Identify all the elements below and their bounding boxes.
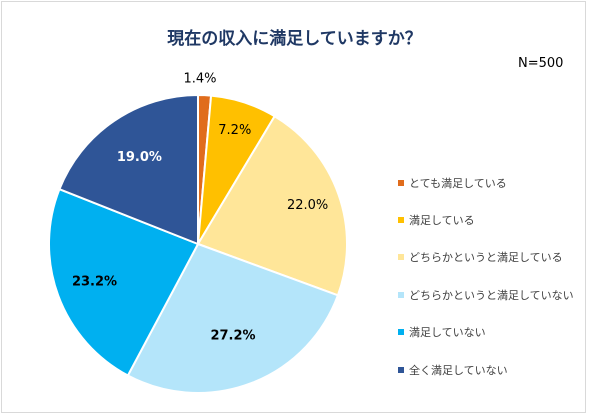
- legend-item: とても満足している: [398, 176, 507, 190]
- legend-swatch: [398, 180, 404, 186]
- pie-slice: [196, 114, 348, 297]
- pie-data-label: 7.2%: [218, 123, 251, 138]
- legend-item: どちらかというと満足していない: [398, 288, 574, 302]
- legend-label: 満足している: [409, 214, 475, 227]
- pie-slice: [48, 187, 200, 377]
- legend-label: どちらかというと満足していない: [409, 289, 574, 302]
- legend-swatch: [398, 329, 404, 335]
- chart-title: 現在の収入に満足していますか？: [167, 29, 422, 49]
- legend-item: 満足している: [398, 213, 475, 227]
- legend-swatch: [398, 367, 404, 373]
- legend-item: 全く満足していない: [398, 363, 508, 377]
- legend-swatch: [398, 254, 404, 260]
- legend-label: 全く満足していない: [409, 364, 508, 377]
- pie-data-labels: 1.4% 7.2% 22.0% 27.2% 23.2% 19.0%: [72, 72, 328, 344]
- legend-label: どちらかというと満足している: [409, 251, 563, 264]
- chart-legend: とても満足している 満足しているどちらかというと満足している どちらかというと満足し…: [398, 0, 583, 416]
- pie-data-label: 22.0%: [287, 198, 328, 213]
- pie-data-label: 1.4%: [183, 72, 216, 87]
- sample-size-label: N=500: [518, 56, 564, 71]
- legend-item: どちらかというと満足している: [398, 250, 563, 264]
- legend-label: とても満足している: [409, 177, 507, 190]
- pie-data-label: 27.2%: [210, 328, 255, 343]
- legend-label: 満足していない: [409, 326, 486, 339]
- pie-slice: [58, 93, 199, 246]
- pie-slice: [126, 242, 340, 394]
- legend-item: 満足していない: [398, 325, 486, 339]
- legend-swatch: [398, 292, 404, 298]
- pie-data-label: 23.2%: [72, 275, 117, 290]
- pie-data-label: 19.0%: [117, 150, 162, 165]
- legend-swatch: [398, 217, 404, 223]
- pie-slices: [48, 93, 348, 394]
